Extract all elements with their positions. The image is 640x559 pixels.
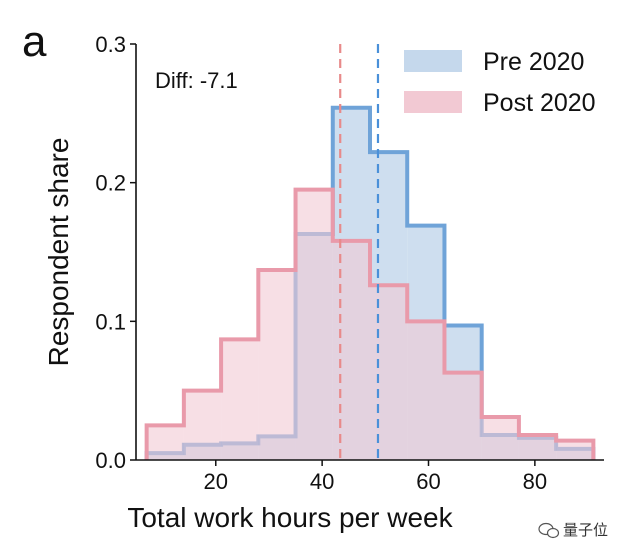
x-tick-label: 40: [310, 469, 334, 494]
histogram-outline-post-2020: [144, 187, 596, 460]
histogram-bar-post-2020: [556, 440, 594, 460]
series-post-2020: [144, 187, 596, 460]
watermark: 量子位: [538, 521, 608, 539]
histogram-bar-post-2020: [295, 189, 333, 460]
axes: 20 40 60 80 0.0 0.1 0.2 0.3: [95, 32, 604, 494]
y-tick-label: 0.2: [95, 171, 126, 196]
histogram-bar-post-2020: [481, 417, 519, 460]
histogram-bar-post-2020: [146, 425, 184, 460]
y-axis-label: Respondent share: [43, 138, 74, 367]
histogram-bar-post-2020: [258, 270, 296, 460]
panel-label: a: [22, 17, 47, 66]
legend-swatch-post-2020: [404, 91, 462, 113]
watermark-text: 量子位: [563, 521, 608, 539]
histogram-bar-post-2020: [332, 240, 370, 460]
y-tick-label: 0.1: [95, 309, 126, 334]
x-tick-label: 20: [204, 469, 228, 494]
y-tick-label: 0.3: [95, 32, 126, 57]
legend-swatch-pre-2020: [404, 50, 462, 72]
histogram-bar-post-2020: [444, 372, 482, 460]
diff-annotation: Diff: -7.1: [155, 68, 238, 93]
legend: Pre 2020 Post 2020: [404, 48, 596, 117]
histogram-bar-post-2020: [221, 339, 259, 460]
legend-label-post-2020: Post 2020: [483, 89, 596, 117]
y-tick-label: 0.0: [95, 448, 126, 473]
x-axis-label: Total work hours per week: [127, 502, 453, 533]
legend-label-pre-2020: Pre 2020: [483, 48, 584, 76]
x-tick-label: 80: [523, 469, 547, 494]
histogram-bar-post-2020: [518, 435, 557, 460]
plot-area: [144, 44, 596, 460]
wechat-icon: [538, 522, 560, 539]
histogram-bar-post-2020: [183, 390, 222, 460]
histogram-bar-post-2020: [407, 321, 445, 460]
x-tick-label: 60: [416, 469, 440, 494]
histogram-bar-post-2020: [370, 285, 408, 460]
